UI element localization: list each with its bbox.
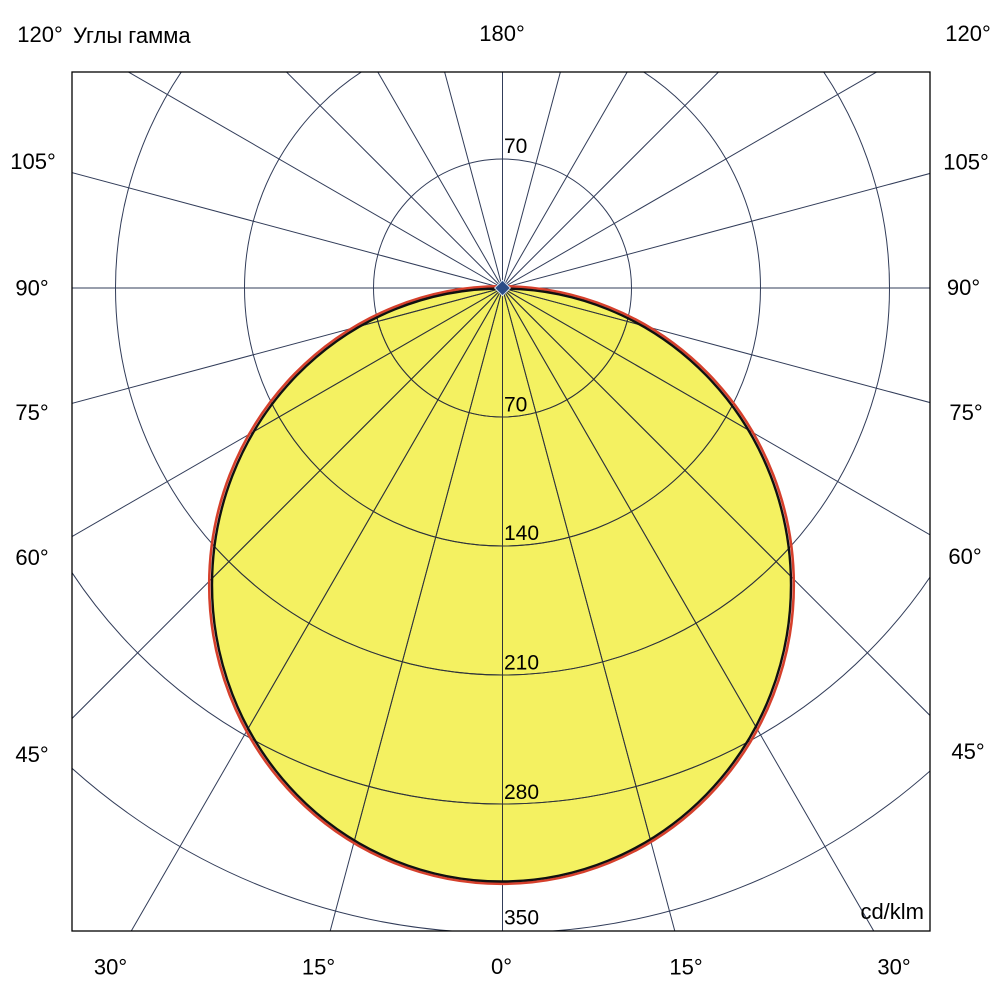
svg-text:Углы гамма: Углы гамма — [73, 23, 191, 48]
svg-text:210: 210 — [504, 652, 539, 675]
svg-text:0°: 0° — [491, 954, 512, 979]
svg-text:60°: 60° — [15, 545, 48, 570]
svg-text:105°: 105° — [10, 149, 56, 174]
svg-text:15°: 15° — [302, 955, 335, 980]
svg-text:30°: 30° — [94, 955, 127, 980]
svg-text:90°: 90° — [947, 275, 980, 300]
svg-text:280: 280 — [504, 781, 539, 804]
svg-text:105°: 105° — [943, 150, 989, 175]
svg-text:60°: 60° — [948, 544, 981, 569]
svg-text:120°: 120° — [945, 21, 991, 46]
svg-text:15°: 15° — [669, 955, 702, 980]
svg-text:70: 70 — [504, 394, 527, 417]
svg-text:70: 70 — [504, 135, 527, 158]
svg-text:45°: 45° — [951, 739, 984, 764]
svg-text:350: 350 — [504, 907, 539, 930]
svg-text:75°: 75° — [949, 400, 982, 425]
svg-text:120°: 120° — [17, 22, 63, 47]
svg-text:75°: 75° — [15, 400, 48, 425]
svg-text:180°: 180° — [479, 21, 525, 46]
svg-text:140: 140 — [504, 522, 539, 545]
svg-text:90°: 90° — [15, 276, 48, 301]
svg-text:cd/klm: cd/klm — [860, 899, 924, 924]
svg-text:30°: 30° — [877, 955, 910, 980]
svg-text:45°: 45° — [15, 742, 48, 767]
